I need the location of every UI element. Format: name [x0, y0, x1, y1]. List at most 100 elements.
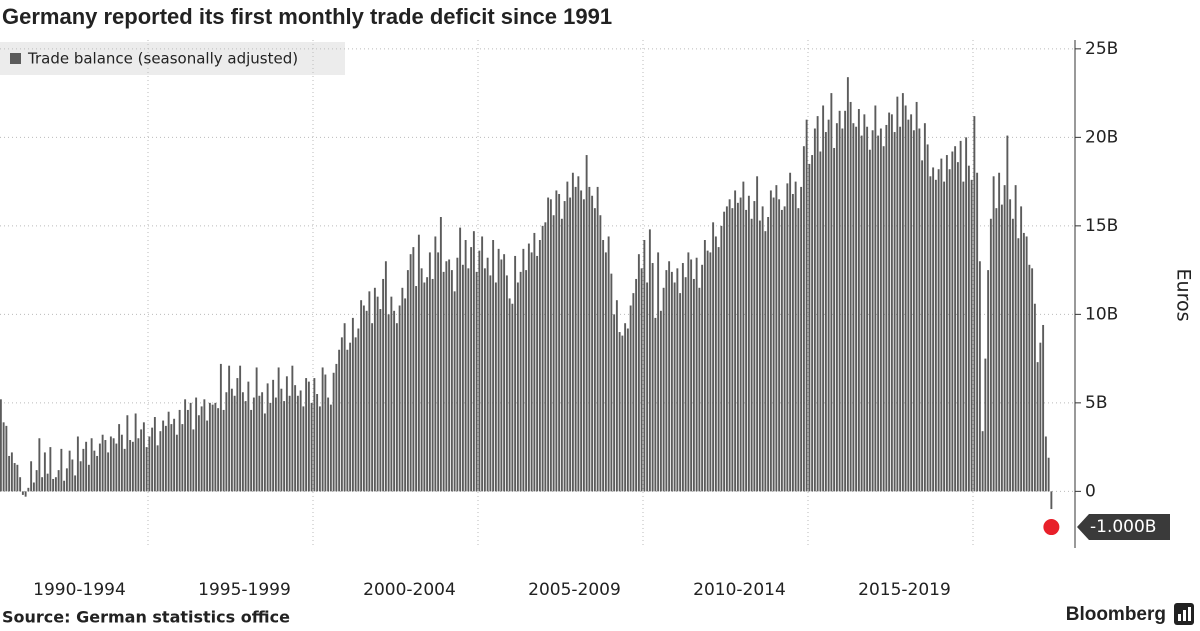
bar [456, 257, 459, 492]
bar [1031, 268, 1034, 492]
bar [978, 261, 981, 492]
bar [206, 420, 209, 492]
bar [126, 415, 129, 492]
bar [618, 332, 621, 492]
bar [800, 186, 803, 492]
bar [827, 119, 830, 492]
bar [962, 181, 965, 492]
bar [104, 440, 107, 492]
y-tick-label: 25B [1085, 39, 1118, 59]
bar [46, 473, 49, 492]
bar [1033, 303, 1036, 492]
y-tick-label: 5B [1085, 393, 1107, 413]
bar [560, 218, 563, 492]
bar [849, 101, 852, 492]
bar [373, 287, 376, 492]
bar [258, 395, 261, 492]
bar [49, 447, 52, 492]
bar [82, 448, 85, 492]
bar [632, 293, 635, 492]
bar [13, 463, 16, 492]
bar [448, 259, 451, 492]
bar [151, 427, 154, 492]
bar [170, 424, 173, 492]
bar [123, 448, 126, 492]
bar [492, 240, 495, 492]
bar [214, 402, 217, 492]
bar [959, 140, 962, 492]
bar [426, 277, 429, 492]
bar [393, 310, 396, 492]
bar [846, 77, 849, 492]
bar [901, 93, 904, 492]
y-tick-label: 20B [1085, 127, 1118, 147]
bar [483, 268, 486, 492]
bar [76, 436, 79, 492]
bar [90, 438, 93, 492]
bar [852, 123, 855, 492]
bar [910, 114, 913, 492]
bar [830, 93, 833, 492]
bar [269, 402, 272, 492]
bar [648, 229, 651, 492]
bar [646, 282, 649, 492]
bar [866, 126, 869, 492]
bar [725, 206, 728, 492]
bar [615, 300, 618, 492]
bar [316, 394, 319, 492]
bar [222, 409, 225, 492]
bar [921, 160, 924, 492]
bar [131, 441, 134, 492]
bar [855, 126, 858, 492]
bar [679, 293, 682, 492]
bar [508, 298, 511, 492]
bar [420, 268, 423, 492]
last-value-box [1077, 514, 1170, 541]
bar [956, 162, 959, 492]
bar [571, 172, 574, 492]
bar [879, 128, 882, 492]
bar [241, 392, 244, 492]
bar [74, 475, 77, 492]
bar [566, 181, 569, 492]
bar [211, 404, 214, 492]
bar [112, 438, 115, 492]
bar [527, 243, 530, 492]
bar [967, 165, 970, 492]
bar [167, 411, 170, 492]
bar [923, 123, 926, 492]
bar [604, 252, 607, 492]
bar [382, 278, 385, 492]
bar [932, 167, 935, 492]
bar [676, 268, 679, 492]
bar [758, 220, 761, 492]
bar [129, 440, 132, 492]
bar [291, 365, 294, 492]
bar [511, 303, 514, 492]
bar [984, 358, 987, 492]
bar [874, 105, 877, 492]
bar [877, 135, 880, 492]
bar [538, 240, 541, 492]
bar [904, 105, 907, 492]
bar [659, 310, 662, 492]
bar [335, 363, 338, 492]
bar [208, 402, 211, 492]
bar [1003, 185, 1006, 492]
bar [236, 378, 239, 492]
bar [533, 232, 536, 492]
legend-box [0, 42, 345, 75]
bar [989, 218, 992, 492]
bar [822, 105, 825, 492]
bar [871, 130, 874, 492]
bar [780, 209, 783, 492]
bar [65, 468, 68, 492]
bar [247, 381, 250, 492]
bar [549, 199, 552, 492]
bar [255, 367, 258, 492]
bar [175, 434, 178, 492]
bar [354, 337, 357, 492]
bar [591, 195, 594, 492]
bar [134, 413, 137, 492]
bar [621, 335, 624, 492]
